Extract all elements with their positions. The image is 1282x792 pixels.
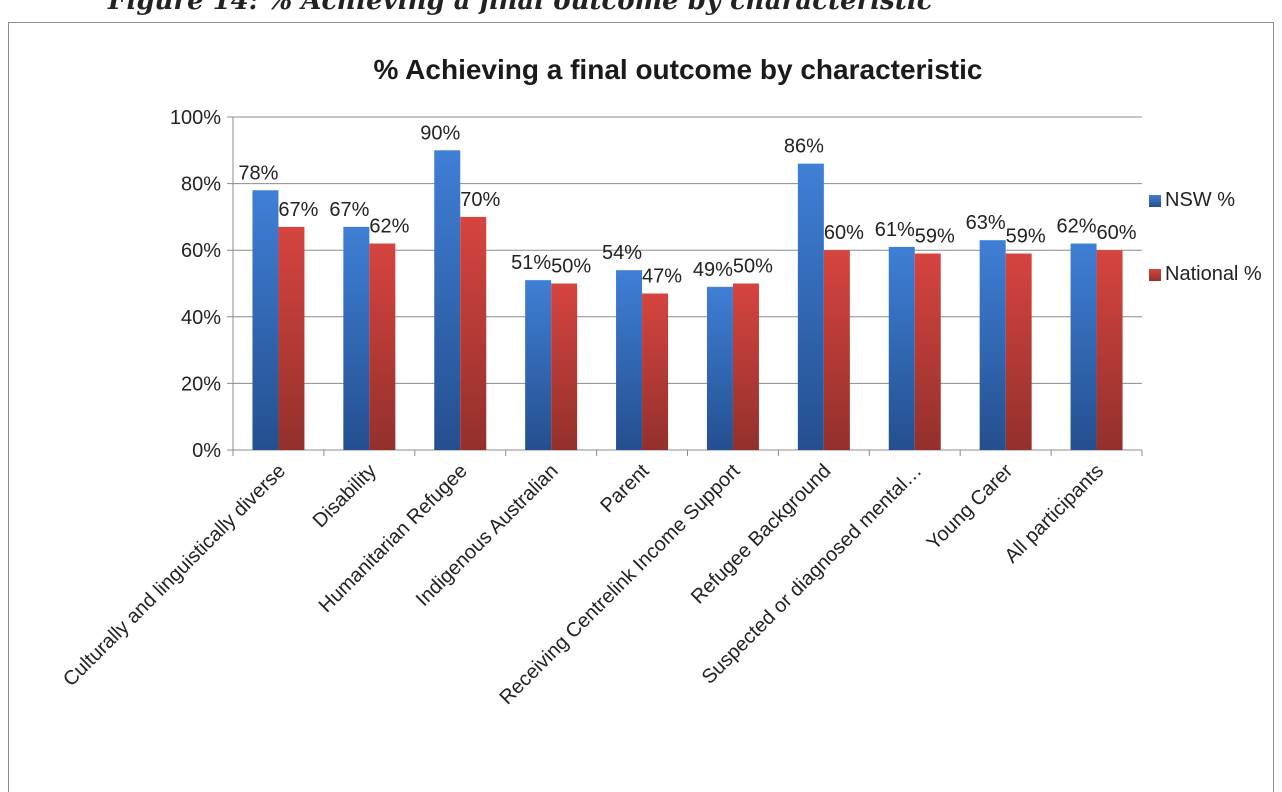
bar — [1096, 250, 1123, 450]
bar — [706, 286, 733, 450]
axes: 0% 20% 40% 60% 80% 100% — [170, 107, 1143, 462]
data-label: 51% — [511, 252, 551, 274]
data-label: 62% — [369, 216, 409, 238]
data-label: 90% — [420, 122, 460, 144]
data-label: 60% — [824, 222, 864, 244]
chart-frame — [8, 22, 1274, 792]
legend: NSW % National % — [1149, 189, 1262, 285]
bar — [434, 150, 461, 451]
x-tick-label: Parent — [596, 460, 654, 518]
data-label: 59% — [915, 226, 955, 248]
data-label: 47% — [642, 265, 682, 287]
data-labels: 78%67%90%51% 54%49%86%61% 63% 62%67%62%70%5… — [238, 122, 1136, 287]
y-tick-label: 40% — [181, 307, 221, 329]
x-tick-label: Culturally and linguistically diverse — [59, 460, 290, 691]
bar — [732, 283, 759, 450]
x-tick-labels: Culturally and linguistically diverse Dis… — [59, 460, 1108, 709]
figure-caption: Figure 14: % Achieving a final outcome b… — [108, 0, 933, 16]
x-tick-label: Disability — [309, 460, 381, 532]
legend-swatch — [1149, 269, 1161, 281]
bar — [1005, 253, 1032, 450]
y-tick-label: 100% — [170, 107, 221, 129]
data-label: 50% — [551, 256, 591, 278]
y-tick-label: 60% — [181, 240, 221, 262]
bar — [616, 270, 643, 450]
y-tick-label: 20% — [181, 373, 221, 395]
bar — [278, 226, 305, 450]
bar — [551, 283, 578, 450]
data-label: 63% — [966, 212, 1006, 234]
data-label: 62% — [1057, 216, 1097, 238]
data-label: 60% — [1097, 222, 1137, 244]
data-label: 67% — [278, 199, 318, 221]
bar — [914, 253, 941, 450]
bar — [1070, 243, 1097, 450]
data-label: 54% — [602, 242, 642, 264]
data-label: 59% — [1006, 226, 1046, 248]
bar — [823, 250, 850, 450]
legend-label: National % — [1165, 263, 1262, 285]
x-tick-label: Humanitarian Refugee — [315, 460, 472, 617]
bar — [888, 246, 915, 450]
bar — [252, 190, 279, 450]
bar — [525, 280, 552, 450]
bar — [642, 293, 669, 450]
bar — [979, 240, 1006, 450]
chart-title: % Achieving a final outcome by character… — [374, 54, 983, 85]
bar — [797, 163, 824, 450]
data-label: 86% — [784, 136, 824, 158]
bar — [369, 243, 396, 450]
bar — [460, 216, 487, 450]
y-tick-label: 0% — [192, 440, 221, 462]
data-label: 70% — [460, 189, 500, 211]
data-label: 78% — [238, 162, 278, 184]
legend-label: NSW % — [1165, 189, 1235, 211]
x-tick-label: Young Carer — [923, 460, 1018, 555]
y-tick-label: 80% — [181, 174, 221, 196]
data-label: 67% — [329, 199, 369, 221]
bars — [252, 150, 1123, 451]
legend-swatch — [1149, 195, 1161, 207]
data-label: 49% — [693, 259, 733, 281]
x-tick-label: All participants — [1001, 460, 1109, 568]
bar — [343, 226, 370, 450]
data-label: 50% — [733, 256, 773, 278]
data-label: 61% — [875, 219, 915, 241]
